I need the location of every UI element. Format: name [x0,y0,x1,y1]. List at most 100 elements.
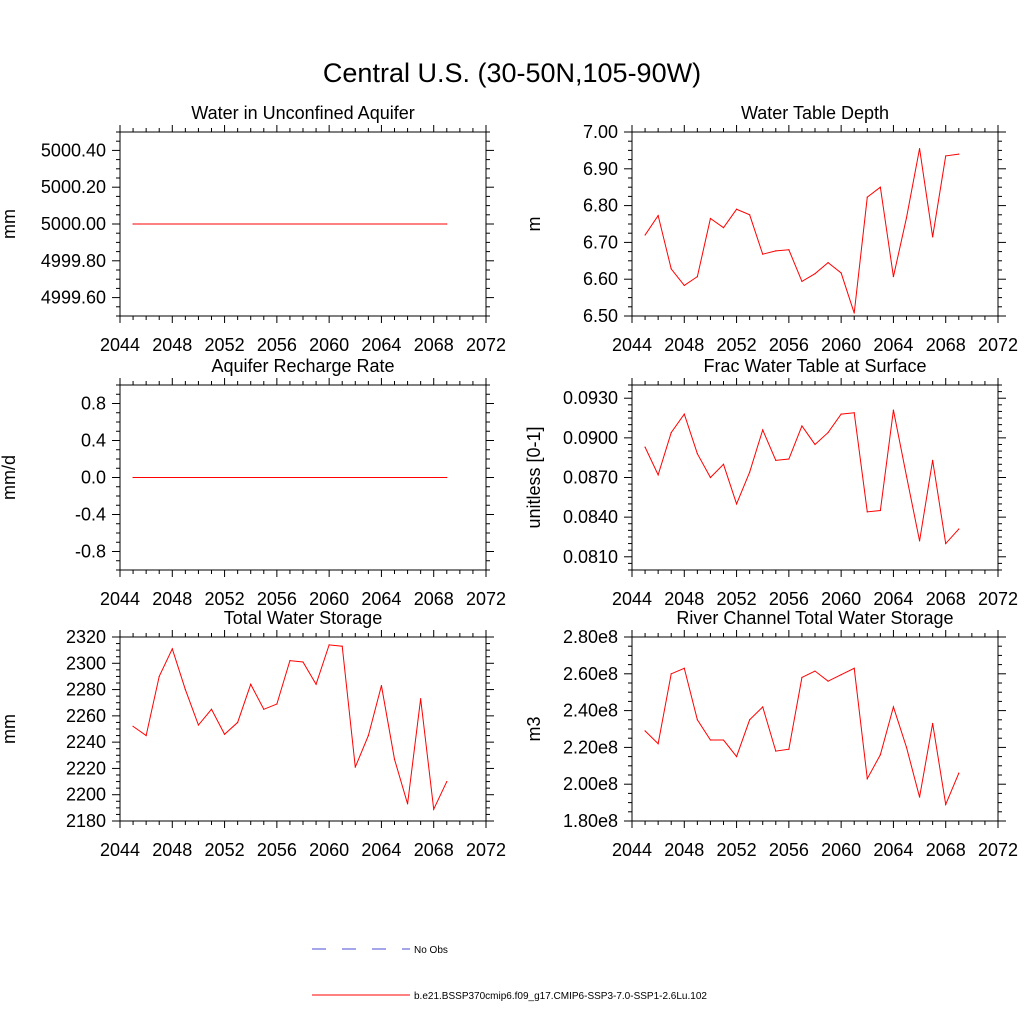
y-tick-label: 0.0930 [563,388,618,408]
chart-panel-6: River Channel Total Water Storage 2044 204… [524,608,1018,860]
y-tick-label: 2.20e8 [563,737,618,757]
y-tick-label: 6.80 [583,196,618,216]
data-point [814,443,816,446]
y-tick-label: 0.0900 [563,428,618,448]
data-point [827,680,829,682]
y-tick-label: 1.80e8 [563,811,618,831]
y-tick-label: 5000.40 [41,140,106,160]
legend-obs-label: No Obs [414,945,448,956]
x-tick-label: 2044 [100,589,140,609]
y-tick-label: 2260 [66,706,106,726]
data-point [735,756,738,758]
data-point [762,706,764,708]
data-point [932,459,934,461]
y-tick-label: 2.60e8 [563,664,618,684]
x-tick-label: 2044 [612,840,652,860]
x-tick-label: 2060 [821,335,861,355]
x-tick-label: 2064 [873,589,913,609]
data-point [879,186,881,188]
y-tick-label: 0.4 [81,431,106,451]
data-point [905,746,908,749]
y-tick-label: 2220 [66,758,106,778]
x-tick-label: 2044 [100,840,140,860]
data-point [958,153,960,155]
data-point [827,262,829,264]
data-point [223,733,226,735]
x-tick-label: 2060 [309,335,349,355]
data-point [945,803,947,806]
y-tick-label: 0.0 [81,468,106,488]
y-tick-label: 6.90 [583,159,618,179]
y-tick-label: 6.50 [583,306,618,326]
data-point [918,540,921,542]
y-tick-label: 2.80e8 [563,627,618,647]
data-point [380,685,383,687]
data-point [393,758,396,760]
y-tick-label: -0.4 [75,505,106,525]
data-point [879,509,881,512]
data-point [892,409,895,411]
data-point [918,796,921,798]
x-tick-label: 2072 [466,589,506,609]
data-point [932,236,934,238]
panel-title: Water in Unconfined Aquifer [191,103,414,123]
x-tick-label: 2072 [978,335,1018,355]
y-tick-label: 5000.20 [41,177,106,197]
chart-panel-4: Frac Water Table at Surface 2044 2048 2052 2… [524,356,1018,609]
y-tick-label: 0.0870 [563,468,618,488]
data-point [892,706,895,708]
data-point [132,476,134,479]
data-point [696,719,698,721]
data-point [775,750,777,752]
y-tick-label: 2.00e8 [563,774,618,794]
x-tick-label: 2052 [717,840,757,860]
data-point [892,276,895,278]
data-point [709,476,712,479]
data-point [749,214,751,216]
y-axis-label: unitless [0-1] [524,426,544,528]
data-point [657,214,659,217]
data-point [932,722,934,725]
data-point [132,725,134,727]
x-tick-label: 2056 [769,840,809,860]
data-point [446,780,448,783]
data-point [788,249,790,251]
data-point [762,253,764,255]
data-point [683,284,685,287]
data-point [644,730,646,732]
data-point [722,227,725,229]
data-point [406,803,409,805]
data-point [250,683,252,685]
y-tick-label: 2180 [66,811,106,831]
x-tick-label: 2064 [873,335,913,355]
x-tick-label: 2056 [257,335,297,355]
x-tick-label: 2048 [152,589,192,609]
data-point [788,748,790,750]
x-tick-label: 2072 [978,589,1018,609]
data-point [315,683,317,685]
y-tick-label: -0.8 [75,542,106,562]
x-tick-label: 2048 [152,335,192,355]
panel-title: River Channel Total Water Storage [676,608,953,628]
data-point [683,413,685,415]
data-point [263,708,265,710]
x-tick-label: 2060 [309,840,349,860]
data-point [866,196,868,198]
x-tick-label: 2068 [414,589,454,609]
data-point [644,446,646,448]
x-tick-label: 2068 [926,589,966,609]
data-point [788,458,790,460]
data-point [158,675,160,678]
x-tick-label: 2068 [414,840,454,860]
data-point [132,223,134,225]
data-point [840,272,842,274]
figure-title: Central U.S. (30-50N,105-90W) [323,58,701,88]
data-point [367,734,369,737]
y-tick-label: 2200 [66,785,106,805]
data-point [945,542,947,545]
x-tick-label: 2048 [664,840,704,860]
data-point [879,754,881,756]
data-point [801,676,803,679]
